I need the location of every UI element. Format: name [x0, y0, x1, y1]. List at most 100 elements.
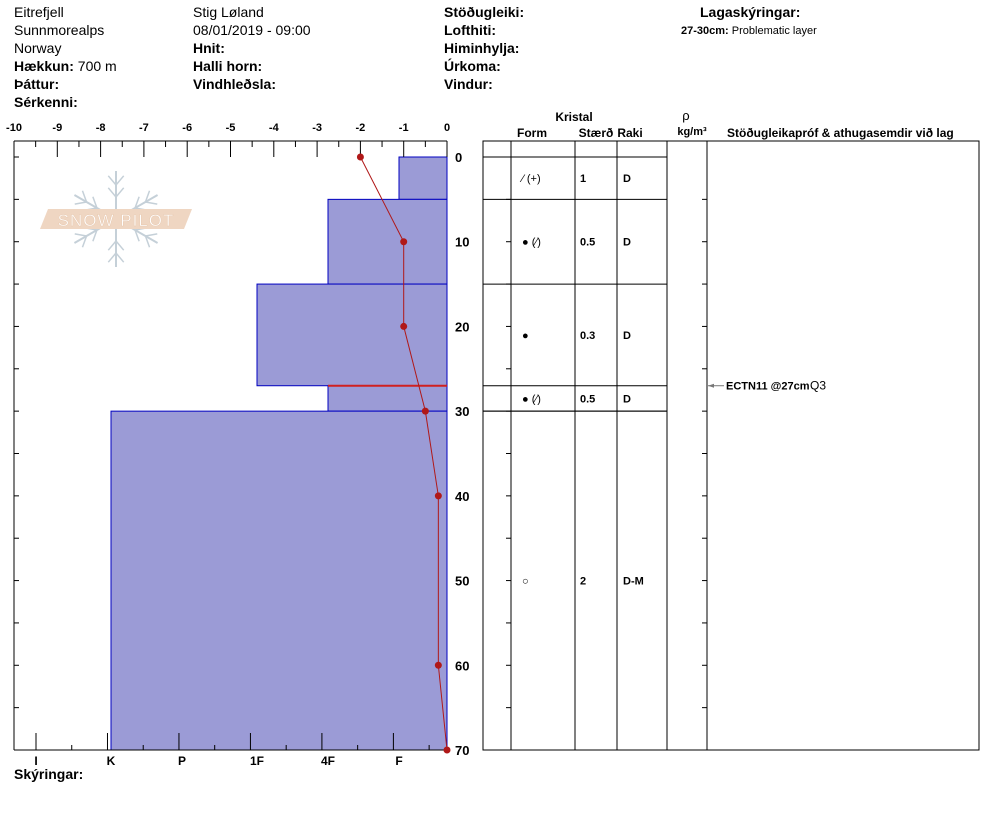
kristal-header: Kristal [555, 110, 592, 124]
snowflake-branch [145, 233, 158, 237]
datetime: 08/01/2019 - 09:00 [193, 22, 311, 38]
grain-size: 1 [580, 173, 586, 185]
layer-note-range: 27-30cm: [681, 25, 729, 37]
snowflake-branch [107, 240, 117, 251]
temp-tick-label: -9 [52, 122, 62, 134]
col-size-header: Stærð [579, 126, 614, 140]
snowflake-branch [144, 190, 151, 203]
grain-form: ● (⁄) [522, 393, 541, 405]
moisture: D [623, 173, 631, 185]
layer-note: 27-30cm: Problematic layer [681, 22, 817, 40]
snowpilot-logo: SNOW PILOT [40, 171, 192, 267]
grain-size: 0.5 [580, 393, 595, 405]
snowflake-branch [74, 233, 87, 237]
hardness-tick-label: F [395, 754, 402, 768]
col-density-unit: kg/m³ [677, 126, 707, 138]
arrowhead-icon [708, 383, 714, 388]
country: Norway [14, 40, 62, 56]
depth-tick-label: 10 [455, 235, 469, 250]
snowflake-branch [81, 235, 88, 248]
snowflake-branch [115, 252, 125, 263]
coords-label: Hnit: [193, 40, 225, 56]
grain-form: ○ [522, 576, 529, 588]
hardness-bar [327, 198, 448, 285]
aspect-label: Þáttur: [14, 76, 60, 92]
air-temp-label: Lofthiti: [444, 22, 497, 38]
col-form-header: Form [517, 126, 547, 140]
snowflake-branch [134, 229, 140, 242]
snowflake-branch [92, 229, 98, 242]
sky-label: Himinhylja: [444, 40, 520, 56]
grain-form: ● [522, 330, 529, 342]
depth-tick-label: 0 [455, 150, 462, 165]
snowflake-branch [92, 196, 98, 209]
layer-note-text: Problematic layer [731, 25, 817, 37]
temp-tick-label: -7 [139, 122, 149, 134]
notes-label: Skýringar: [14, 766, 84, 782]
elevation-label: Hækkun: [14, 58, 74, 74]
snowflake-branch [107, 252, 117, 263]
temperature-point [400, 238, 408, 246]
temp-tick-label: -8 [96, 122, 106, 134]
temperature-point [434, 661, 442, 669]
col-comments-header: Stöðugleikapróf & athugasemdir við lag [727, 126, 954, 140]
depth-tick-label: 70 [455, 743, 469, 758]
table-frame [482, 140, 980, 751]
hardness-bar [327, 385, 448, 412]
hardness-tick-label: 1F [250, 754, 264, 768]
snowflake-branch [81, 190, 88, 203]
depth-tick-label: 20 [455, 319, 469, 334]
wind-label: Vindur: [444, 76, 493, 92]
moisture: D-M [623, 576, 644, 588]
temp-tick-label: -3 [312, 122, 322, 134]
col-density-symbol: ρ [682, 108, 689, 123]
temp-tick-label: -5 [226, 122, 236, 134]
temperature-point [434, 492, 442, 500]
moisture: D [623, 393, 631, 405]
temp-tick-label: -2 [356, 122, 366, 134]
depth-tick-label: 60 [455, 658, 469, 673]
range: Sunnmorealps [14, 22, 105, 38]
grain-form: ● (⁄) [522, 237, 541, 249]
stability-label: Stöðugleiki: [444, 4, 525, 20]
wind-loading-label: Vindhleðsla: [193, 76, 276, 92]
stability-test-label: ECTN11 @27cm [726, 381, 810, 393]
header-col-observer: Stig Løland 08/01/2019 - 09:00 Hnit: Hal… [193, 3, 311, 93]
temperature-point [356, 153, 364, 161]
snowflake-branch [145, 201, 158, 205]
grain-size: 0.5 [580, 237, 595, 249]
hardness-tick-label: K [107, 754, 116, 768]
snowflake-branch [107, 175, 117, 186]
snowflake-branch [115, 175, 125, 186]
logo-text: SNOW PILOT [58, 211, 175, 230]
temp-tick-label: -10 [6, 122, 22, 134]
hardness-bar [256, 283, 448, 387]
moisture: D [623, 330, 631, 342]
snowflake-branch [144, 235, 151, 248]
location: Eitrefjell [14, 4, 64, 20]
layer-notes-title: Lagaskýringar: [700, 4, 801, 20]
hardness-bar [398, 156, 448, 200]
temperature-point [443, 746, 451, 754]
moisture: D [623, 237, 631, 249]
hardness-bar [110, 410, 448, 751]
header-col-weather: Stöðugleiki: Lofthiti: Himinhylja: Úrkom… [444, 3, 524, 93]
snowflake-branch [74, 201, 87, 205]
depth-tick-label: 50 [455, 574, 469, 589]
hardness-tick-label: I [34, 754, 37, 768]
temp-tick-label: -4 [269, 122, 280, 134]
temperature-point [421, 407, 429, 415]
grain-size: 2 [580, 576, 586, 588]
depth-tick-label: 40 [455, 489, 469, 504]
col-moisture-header: Raki [617, 126, 642, 140]
header-col-site: Eitrefjell Sunnmorealps Norway Hækkun: 7… [14, 3, 117, 111]
temp-tick-label: -1 [399, 122, 409, 134]
temp-tick-label: -6 [182, 122, 192, 134]
grain-form: ⁄ (+) [519, 173, 541, 185]
snowflake-branch [107, 187, 117, 198]
features-label: Sérkenni: [14, 94, 78, 110]
depth-tick-label: 30 [455, 404, 469, 419]
hardness-tick-label: 4F [321, 754, 335, 768]
snowflake-branch [115, 187, 125, 198]
